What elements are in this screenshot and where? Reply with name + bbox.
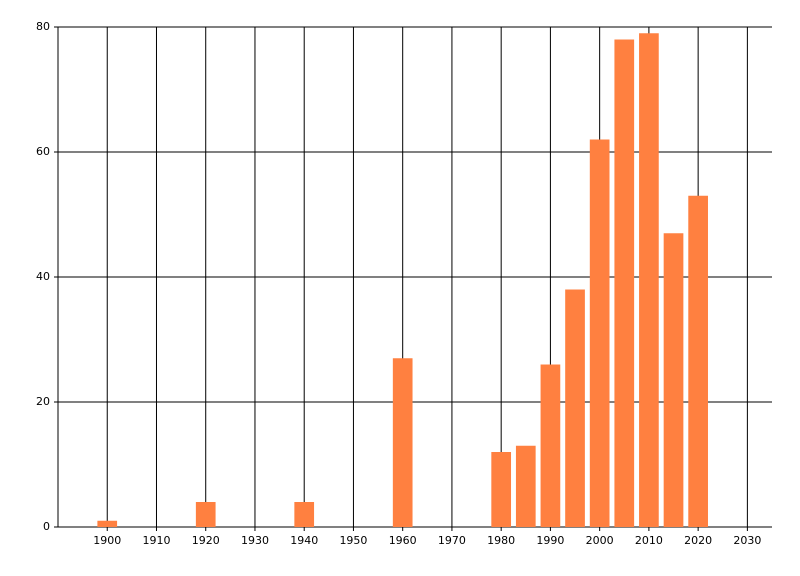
bar (515, 445, 536, 527)
x-tick-label: 2020 (684, 534, 712, 547)
y-tick-label: 80 (36, 20, 50, 33)
x-tick-label: 1940 (290, 534, 318, 547)
x-tick-label: 1920 (192, 534, 220, 547)
x-tick-label: 2010 (635, 534, 663, 547)
y-tick-label: 60 (36, 145, 50, 158)
bar (663, 233, 684, 527)
x-tick-label: 2030 (733, 534, 761, 547)
bar (97, 520, 118, 527)
x-tick-label: 2000 (586, 534, 614, 547)
bar (589, 139, 610, 527)
bar (195, 502, 216, 527)
y-tick-label: 40 (36, 270, 50, 283)
y-tick-label: 20 (36, 395, 50, 408)
x-tick-label: 1990 (536, 534, 564, 547)
x-tick-label: 1960 (389, 534, 417, 547)
bar (294, 502, 315, 527)
x-tick-label: 1950 (339, 534, 367, 547)
bar (614, 39, 635, 527)
y-tick-label: 0 (43, 520, 50, 533)
bar (491, 452, 512, 527)
bar (540, 364, 561, 527)
x-tick-label: 1900 (93, 534, 121, 547)
bar (392, 358, 413, 527)
x-tick-label: 1930 (241, 534, 269, 547)
bar (565, 289, 585, 527)
x-tick-label: 1980 (487, 534, 515, 547)
bar (639, 33, 659, 527)
x-tick-label: 1910 (142, 534, 170, 547)
x-tick-label: 1970 (438, 534, 466, 547)
bar (688, 195, 708, 527)
